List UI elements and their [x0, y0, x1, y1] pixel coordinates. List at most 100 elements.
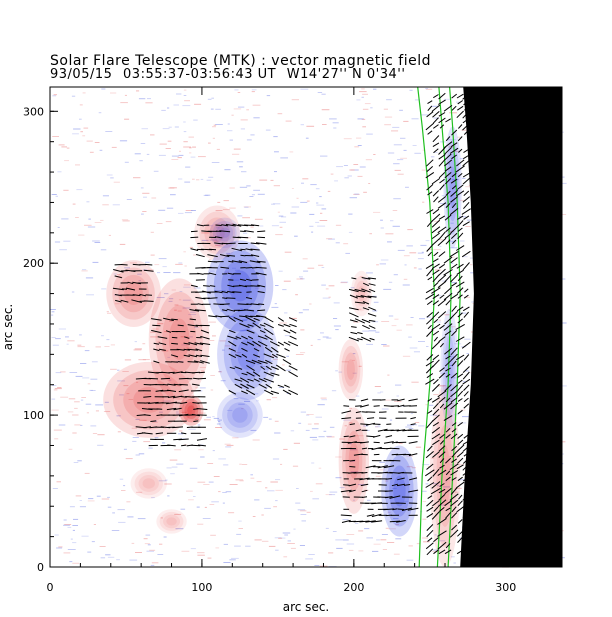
noise-speck: [381, 321, 390, 322]
region-layer: [194, 205, 240, 261]
field-vector: [255, 272, 267, 276]
noise-speck: [124, 359, 132, 361]
noise-speck: [51, 398, 56, 400]
field-vector: [444, 317, 452, 325]
field-vector: [170, 354, 179, 358]
noise-speck: [51, 337, 56, 338]
noise-speck: [325, 494, 332, 496]
field-vector: [284, 348, 290, 352]
noise-speck: [275, 489, 283, 491]
noise-speck: [381, 534, 388, 535]
field-vector: [228, 260, 234, 263]
field-vector: [362, 300, 370, 305]
noise-speck: [162, 266, 167, 268]
noise-speck: [102, 204, 109, 206]
noise-speck: [215, 210, 223, 212]
region-layer: [449, 166, 456, 208]
field-vector: [392, 508, 398, 511]
field-vector: [426, 420, 434, 429]
field-vector: [238, 284, 247, 288]
noise-speck: [273, 185, 280, 187]
noise-speck: [240, 307, 243, 309]
noise-speck: [134, 348, 142, 350]
noise-speck: [210, 375, 215, 376]
noise-speck: [161, 109, 166, 111]
field-vector: [383, 465, 395, 469]
noise-speck: [439, 203, 446, 204]
noise-speck: [320, 212, 323, 214]
noise-speck: [406, 245, 413, 247]
noise-speck: [69, 372, 78, 373]
noise-speck: [178, 154, 184, 156]
field-vector: [226, 297, 236, 299]
field-vector: [432, 111, 440, 118]
noise-speck: [317, 339, 321, 341]
field-vector: [231, 260, 242, 264]
noise-speck: [158, 480, 167, 482]
noise-speck: [222, 349, 225, 351]
field-vector: [366, 435, 375, 438]
noise-speck: [277, 211, 280, 213]
noise-speck: [443, 486, 450, 488]
field-vector: [245, 359, 256, 364]
field-vector: [455, 281, 465, 288]
noise-speck: [134, 153, 141, 155]
noise-speck: [338, 371, 343, 373]
noise-speck: [150, 336, 158, 338]
noise-speck: [335, 242, 340, 244]
noise-speck: [95, 404, 104, 406]
noise-speck: [55, 195, 58, 197]
noise-speck: [358, 365, 362, 367]
noise-speck: [200, 456, 205, 458]
noise-speck: [279, 322, 287, 324]
noise-speck: [239, 166, 243, 168]
noise-speck: [267, 360, 273, 362]
noise-speck: [159, 143, 167, 145]
noise-speck: [246, 185, 251, 187]
field-vector: [462, 306, 470, 312]
noise-speck: [403, 278, 408, 280]
noise-speck: [231, 114, 234, 116]
noise-speck: [271, 306, 279, 308]
noise-speck: [197, 552, 205, 554]
field-vector: [456, 287, 464, 294]
field-vector: [444, 233, 452, 239]
field-vector: [222, 309, 228, 312]
noise-speck: [415, 446, 422, 448]
field-vector: [192, 383, 200, 386]
field-vector: [445, 457, 452, 464]
noise-speck: [274, 432, 281, 434]
field-vector: [450, 257, 458, 264]
field-vector: [167, 444, 176, 447]
noise-speck: [177, 310, 182, 312]
region-layer: [138, 474, 159, 492]
field-vector: [256, 260, 266, 263]
field-vector: [362, 307, 370, 311]
field-vector: [190, 248, 199, 251]
noise-speck: [102, 195, 109, 197]
noise-speck: [407, 229, 413, 231]
field-vector: [173, 383, 182, 386]
noise-speck: [189, 467, 198, 469]
field-vector: [462, 221, 470, 227]
noise-speck: [80, 399, 84, 401]
field-vector: [125, 287, 136, 291]
noise-speck: [429, 404, 434, 406]
noise-speck: [303, 270, 309, 272]
noise-speck: [213, 476, 220, 477]
noise-speck: [70, 538, 73, 540]
field-vector: [439, 178, 445, 184]
field-vector: [433, 336, 438, 342]
field-vector: [184, 336, 190, 339]
noise-speck: [332, 122, 339, 124]
noise-speck: [423, 541, 430, 543]
field-vector: [403, 484, 411, 486]
noise-speck: [302, 309, 309, 311]
field-vector: [150, 420, 157, 422]
noise-speck: [305, 558, 313, 560]
noise-speck: [335, 370, 338, 372]
noise-speck: [87, 551, 92, 553]
field-vector: [396, 429, 406, 432]
noise-speck: [141, 128, 148, 130]
noise-speck: [174, 126, 179, 128]
